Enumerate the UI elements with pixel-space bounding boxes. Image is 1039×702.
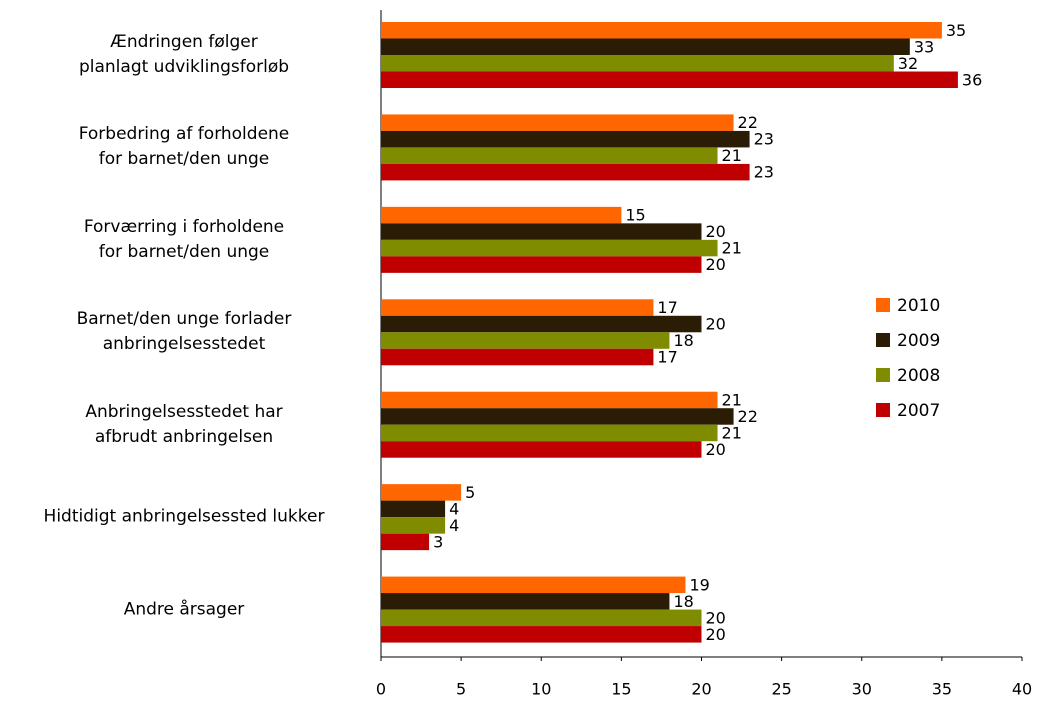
category-label: Forværring i forholdene for barnet/den u…: [83, 216, 285, 262]
value-label: 19: [689, 575, 709, 594]
x-tick-label: 20: [691, 680, 711, 699]
bar: [381, 424, 718, 442]
bar: [381, 332, 670, 349]
bar: [381, 500, 446, 518]
x-tick-label: 15: [611, 680, 631, 699]
bar: [381, 408, 734, 425]
x-tick-label: 5: [456, 680, 466, 699]
bar: [381, 593, 670, 610]
value-label: 33: [914, 37, 934, 56]
x-tick-label: 0: [376, 680, 386, 699]
bar: [381, 517, 446, 534]
value-label: 4: [449, 516, 459, 535]
category-label: Anbringelsesstedet har afbrudt anbringel…: [85, 401, 283, 447]
bar: [381, 147, 718, 164]
bar: [381, 114, 734, 131]
value-label: 17: [657, 298, 677, 317]
bar: [381, 576, 686, 594]
legend-label: 2009: [897, 331, 940, 351]
bar: [381, 239, 718, 257]
category-label: Forbedring af forholdene for barnet/den …: [78, 124, 290, 170]
value-label: 15: [625, 206, 645, 225]
value-label: 18: [673, 331, 693, 350]
value-label: 36: [962, 70, 982, 89]
bar: [381, 315, 702, 333]
x-tick-label: 25: [771, 680, 791, 699]
x-tick-label: 10: [531, 680, 551, 699]
value-label: 32: [898, 54, 918, 73]
legend-swatch: [876, 403, 890, 417]
bar: [381, 71, 958, 88]
category-label: Andre årsager: [123, 599, 245, 620]
x-tick-label: 35: [932, 680, 952, 699]
legend-swatch: [876, 333, 890, 347]
legend-label: 2007: [897, 401, 940, 421]
value-label: 23: [754, 163, 774, 182]
category-label: Hidtidigt anbringelsessted lukker: [43, 506, 325, 527]
value-label: 21: [722, 423, 742, 442]
bar: [381, 55, 894, 72]
value-label: 17: [657, 348, 677, 367]
value-label: 18: [673, 592, 693, 611]
legend-swatch: [876, 368, 890, 382]
value-label: 20: [706, 315, 726, 334]
value-label: 5: [465, 483, 475, 502]
bar: [381, 391, 718, 409]
value-label: 21: [722, 390, 742, 409]
x-tick-label: 30: [852, 680, 872, 699]
value-label: 20: [706, 608, 726, 627]
value-label: 22: [738, 113, 758, 132]
bar: [381, 223, 702, 240]
legend-label: 2008: [897, 366, 940, 386]
bar: [381, 299, 654, 316]
value-label: 23: [754, 130, 774, 149]
bar: [381, 533, 430, 551]
bar: [381, 441, 702, 458]
bar: [381, 22, 942, 39]
value-label: 21: [722, 239, 742, 258]
bar: [381, 256, 702, 273]
bar: [381, 609, 702, 627]
category-label: Ændringen følger planlagt udviklingsforl…: [78, 32, 290, 77]
bar: [381, 626, 702, 643]
bar: [381, 38, 910, 55]
bar: [381, 163, 750, 181]
bar: [381, 348, 654, 366]
value-label: 20: [706, 222, 726, 241]
value-label: 3: [433, 532, 443, 551]
value-label: 20: [706, 625, 726, 644]
value-label: 20: [706, 440, 726, 459]
category-label: Barnet/den unge forlader anbringelsesste…: [76, 309, 292, 355]
legend-label: 2010: [897, 296, 940, 316]
bar: [381, 206, 622, 224]
value-label: 4: [449, 499, 459, 518]
bar: [381, 484, 462, 501]
legend-swatch: [876, 298, 890, 312]
value-label: 21: [722, 146, 742, 165]
x-tick-label: 40: [1012, 680, 1032, 699]
bar: [381, 130, 750, 148]
value-label: 20: [706, 255, 726, 274]
value-label: 22: [738, 407, 758, 426]
value-label: 35: [946, 21, 966, 40]
